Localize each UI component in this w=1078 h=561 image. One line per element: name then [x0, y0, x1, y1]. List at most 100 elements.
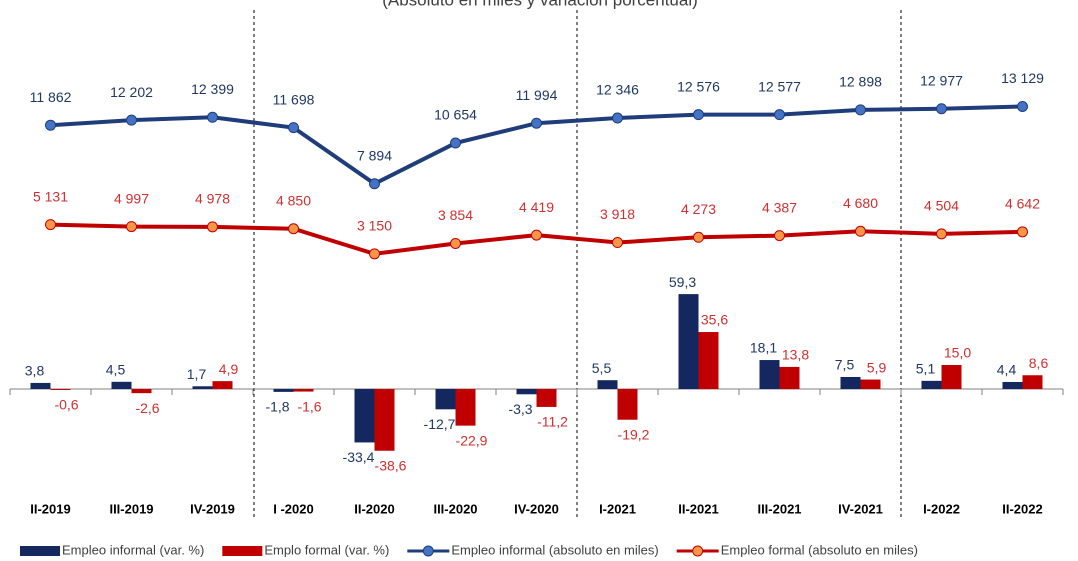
data-label: -12,7	[424, 416, 456, 432]
line-marker	[450, 237, 461, 249]
data-label: 35,6	[701, 312, 728, 328]
data-label: 13,8	[782, 347, 809, 363]
line-marker	[774, 109, 785, 121]
data-label: 5 131	[33, 188, 68, 204]
legend-swatch	[222, 546, 263, 556]
bar	[840, 377, 861, 389]
chart-subtitle: (Absoluto en miles y variación porcentua…	[382, 0, 698, 9]
line-marker	[936, 228, 947, 240]
line-marker	[1017, 226, 1028, 238]
x-tick-label: II-2022	[1002, 501, 1042, 516]
data-label: 4 850	[276, 192, 311, 208]
bar	[131, 389, 152, 394]
data-label: 4,5	[106, 362, 126, 378]
x-tick-label: IV-2021	[838, 501, 883, 516]
data-label: 3,8	[25, 363, 45, 379]
data-label: 8,6	[1029, 355, 1049, 371]
legend-label: Emplo formal (var. %)	[264, 542, 389, 557]
data-label: 13 129	[1001, 70, 1044, 86]
x-tick-label: III-2021	[757, 501, 801, 516]
x-tick-label: III-2019	[109, 501, 153, 516]
bar	[212, 381, 233, 389]
bar	[617, 389, 638, 420]
data-label: 4 504	[924, 198, 959, 214]
line-marker	[612, 237, 623, 249]
bar	[1022, 375, 1043, 389]
legend-label: Empleo formal (absoluto en miles)	[721, 542, 918, 557]
bar	[860, 379, 881, 389]
x-tick-label: II-2020	[354, 501, 394, 516]
line-marker	[936, 103, 947, 115]
line-marker	[45, 119, 56, 131]
bar	[273, 389, 294, 392]
data-label: 15,0	[944, 345, 971, 361]
data-label: 1,7	[187, 366, 207, 382]
line-marker	[531, 229, 542, 241]
x-tick-label: IV-2019	[190, 501, 235, 516]
data-label: 4 273	[681, 201, 716, 217]
bar	[597, 380, 618, 389]
data-label: 5,5	[592, 360, 612, 376]
line-marker	[612, 112, 623, 124]
data-label: -2,6	[135, 400, 159, 416]
data-label: 4 680	[843, 195, 878, 211]
bar	[698, 332, 719, 389]
data-label: 12 577	[758, 78, 801, 94]
legend-swatch	[20, 546, 60, 556]
bar	[779, 366, 800, 389]
bar	[536, 389, 557, 407]
line-marker	[45, 219, 56, 231]
data-label: 3 854	[438, 207, 473, 223]
data-label: 4 978	[195, 191, 230, 207]
data-label: -22,9	[456, 432, 488, 448]
bar	[192, 386, 213, 389]
data-label: 11 698	[273, 91, 315, 107]
bar	[941, 365, 962, 389]
data-label: 3 150	[357, 218, 392, 234]
bar	[921, 380, 942, 389]
data-label: 4 642	[1005, 196, 1040, 212]
line-marker	[207, 221, 218, 233]
x-tick-label: IV-2020	[514, 501, 559, 516]
data-label: 18,1	[750, 340, 777, 356]
data-label: 5,9	[867, 359, 887, 375]
data-label: -1,6	[297, 398, 321, 414]
bar	[374, 389, 395, 451]
bar	[759, 360, 780, 389]
bar	[455, 389, 476, 426]
line-marker	[207, 111, 218, 123]
line-marker	[288, 223, 299, 235]
data-label: -11,2	[537, 414, 568, 430]
x-tick-label: I-2022	[923, 501, 960, 516]
data-label: 5,1	[916, 361, 936, 377]
line-marker	[531, 117, 542, 129]
bar	[293, 389, 314, 392]
data-label: -38,6	[375, 457, 407, 473]
line-marker	[288, 122, 299, 134]
line-marker	[126, 114, 137, 126]
data-label: 7,5	[835, 357, 855, 373]
x-tick-label: III-2020	[433, 501, 477, 516]
legend-label: Empleo informal (absoluto en miles)	[451, 542, 658, 557]
data-label: 10 654	[434, 107, 477, 123]
bar	[1002, 381, 1023, 389]
data-label: 12 399	[191, 81, 234, 97]
data-label: -3,3	[508, 401, 532, 417]
bar	[50, 389, 71, 390]
data-label: -19,2	[618, 426, 650, 442]
data-label: 4,9	[219, 361, 239, 377]
bar	[30, 382, 51, 389]
line-marker	[450, 137, 461, 149]
x-tick-label: II-2021	[678, 501, 718, 516]
data-label: 12 576	[677, 78, 720, 94]
line-marker	[855, 225, 866, 237]
data-label: 59,3	[669, 274, 696, 290]
data-label: -0,6	[54, 397, 78, 413]
line-marker	[1017, 100, 1028, 112]
line-marker	[369, 248, 380, 260]
x-tick-label: I -2020	[273, 501, 313, 516]
x-tick-label: I-2021	[599, 501, 636, 516]
legend-swatch	[692, 545, 704, 557]
data-label: 11 994	[516, 87, 558, 103]
